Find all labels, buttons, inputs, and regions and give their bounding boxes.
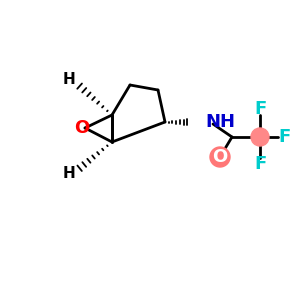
- Text: NH: NH: [205, 113, 235, 131]
- Text: F: F: [254, 100, 266, 118]
- Circle shape: [251, 128, 269, 146]
- Circle shape: [210, 147, 230, 167]
- Text: F: F: [254, 155, 266, 173]
- Text: H: H: [63, 167, 75, 182]
- Text: F: F: [279, 128, 291, 146]
- Text: O: O: [212, 148, 228, 166]
- Text: O: O: [74, 119, 90, 137]
- Text: H: H: [63, 73, 75, 88]
